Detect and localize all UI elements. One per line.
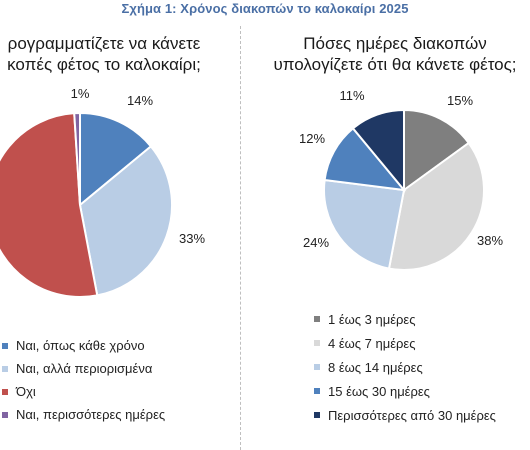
- left-chart-title-line-2: κοπές φέτος το καλοκαίρι;: [7, 55, 201, 74]
- chart-1-legend-label-3: Όχι: [16, 384, 36, 399]
- chart-1-legend-swatch-2: [2, 365, 8, 372]
- chart-1-slice-4: [73, 111, 81, 206]
- chart-2-slice-1: [403, 108, 471, 192]
- chart-2-data-label-1: 15%: [447, 93, 473, 108]
- chart-1-slice-1: [79, 111, 153, 208]
- right-chart-title-line-1: Πόσες ημέρες διακοπών: [303, 34, 487, 53]
- chart-1-slice-3: [0, 112, 99, 298]
- chart-2-data-label-2: 38%: [477, 233, 503, 248]
- right-chart-title-line-2: υπολογίζετε ότι θα κάνετε φέτος;: [273, 55, 517, 74]
- chart-2-legend-label-3: 8 έως 14 ημέρες: [328, 359, 423, 375]
- chart-2-legend-label-5: Περισσότερες από 30 ημέρες: [328, 407, 496, 423]
- chart-2-legend-swatch-3: [314, 364, 320, 370]
- chart-1-legend-label-1: Ναι, όπως κάθε χρόνο: [16, 338, 145, 353]
- chart-2-legend-swatch-5: [314, 412, 320, 418]
- chart-2-slice-4: [323, 126, 407, 192]
- chart-1-legend-item-2: Ναι, αλλά περιορισμένα: [2, 357, 165, 380]
- chart-2-data-label-4: 12%: [299, 131, 325, 146]
- panel-divider: [240, 26, 241, 450]
- chart-2-slice-5: [351, 108, 405, 193]
- right-chart-title: Πόσες ημέρες διακοπών υπολογίζετε ότι θα…: [260, 33, 530, 75]
- chart-1-legend-swatch-3: [2, 388, 8, 395]
- chart-2-legend-item-1: 1 έως 3 ημέρες: [314, 307, 496, 331]
- chart-2-slice-3: [323, 178, 406, 270]
- chart-2-legend-item-5: Περισσότερες από 30 ημέρες: [314, 403, 496, 427]
- chart-2-legend-swatch-2: [314, 340, 320, 346]
- chart-1-slice-2: [78, 144, 173, 297]
- chart-2-legend-label-1: 1 έως 3 ημέρες: [328, 311, 416, 327]
- chart-1-legend-item-3: Όχι: [2, 380, 165, 403]
- chart-2-slice-2: [387, 141, 485, 271]
- chart-2-legend-swatch-4: [314, 388, 320, 394]
- chart-2-data-label-3: 24%: [303, 235, 329, 250]
- chart-1-legend-label-2: Ναι, αλλά περιορισμένα: [16, 361, 153, 376]
- chart-2-legend-swatch-1: [314, 316, 320, 322]
- left-chart-title: ρογραμματίζετε να κάνετε κοπές φέτος το …: [0, 33, 254, 75]
- chart-2-legend-item-2: 4 έως 7 ημέρες: [314, 331, 496, 355]
- chart-2-legend-label-2: 4 έως 7 ημέρες: [328, 335, 416, 351]
- figure-title: Σχήμα 1: Χρόνος διακοπών το καλοκαίρι 20…: [121, 1, 409, 16]
- chart-1-data-label-1: 14%: [127, 93, 153, 108]
- chart-2-legend-item-3: 8 έως 14 ημέρες: [314, 355, 496, 379]
- chart-1-data-label-2: 33%: [179, 231, 205, 246]
- chart-1-legend-item-1: Ναι, όπως κάθε χρόνο: [2, 334, 165, 357]
- right-chart-legend: 1 έως 3 ημέρες 4 έως 7 ημέρες 8 έως 14 ημέ…: [314, 307, 496, 427]
- chart-2-legend-item-4: 15 έως 30 ημέρες: [314, 379, 496, 403]
- chart-1-legend-item-4: Ναι, περισσότερες ημέρες: [2, 403, 165, 426]
- chart-2-legend-label-4: 15 έως 30 ημέρες: [328, 383, 430, 399]
- chart-1-legend-swatch-1: [2, 342, 8, 349]
- left-chart-title-line-1: ρογραμματίζετε να κάνετε: [7, 34, 201, 53]
- chart-1-data-label-4: 1%: [71, 86, 90, 101]
- left-chart-legend: Ναι, όπως κάθε χρόνο Ναι, αλλά περιορισμέ…: [2, 334, 165, 426]
- chart-1-legend-swatch-4: [2, 411, 8, 418]
- chart-2-data-label-5: 11%: [339, 88, 364, 103]
- chart-1-legend-label-4: Ναι, περισσότερες ημέρες: [16, 407, 166, 422]
